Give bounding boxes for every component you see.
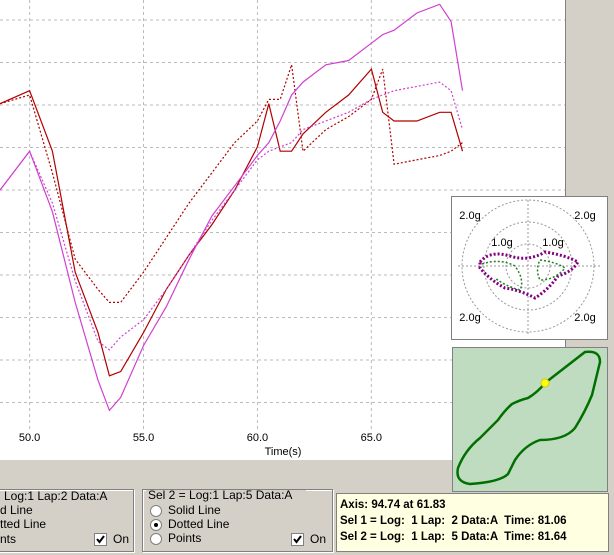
gg-label: 2.0g	[574, 312, 595, 324]
option-label[interactable]: Points	[168, 531, 201, 545]
option-label[interactable]: nts	[0, 532, 16, 546]
x-tick-label: 65.0	[361, 432, 382, 444]
option-label[interactable]: Dotted Line	[168, 517, 230, 531]
data-line	[0, 64, 463, 303]
x-tick-label: 55.0	[133, 432, 154, 444]
panel-title: Log:1 Lap:2 Data:A	[4, 489, 107, 503]
selection-panel: Sel 2 = Log:1 Lap:5 Data:A On Solid Line…	[142, 488, 334, 553]
info-box: Axis: 94.74 at 61.83 Sel 1 = Log: 1 Lap:…	[336, 493, 609, 552]
x-tick-label: 50.0	[19, 432, 40, 444]
info-line: Sel 2 = Log: 1 Lap: 5 Data:A Time: 81.64	[340, 531, 567, 543]
gg-label: 2.0g	[574, 210, 595, 222]
gg-label: 1.0g	[491, 237, 512, 249]
plot	[0, 0, 464, 432]
option-label[interactable]: d Line	[0, 503, 33, 517]
checkmark	[96, 535, 105, 544]
gg-plot: 2.0g 2.0g 1.0g 1.0g 2.0g 2.0g	[451, 196, 608, 340]
info-line: Sel 1 = Log: 1 Lap: 2 Data:A Time: 81.06	[340, 515, 567, 527]
data-line	[0, 67, 464, 377]
x-axis-label: Time(s)	[265, 446, 302, 458]
selection-panel: Log:1 Lap:2 Data:A d Line tted Line nts …	[0, 489, 135, 553]
radio-button[interactable]	[150, 505, 162, 517]
panel-title: Sel 2 = Log:1 Lap:5 Data:A	[148, 488, 292, 502]
radio-dot	[154, 523, 158, 527]
track-map	[452, 347, 608, 492]
checkbox-label[interactable]: On	[310, 532, 326, 546]
info-line: Axis: 94.74 at 61.83	[340, 499, 446, 511]
gg-label: 2.0g	[459, 312, 480, 324]
data-line	[0, 81, 464, 351]
option-label[interactable]: tted Line	[0, 517, 46, 531]
data-line	[0, 3, 464, 412]
option-label[interactable]: Solid Line	[168, 503, 221, 517]
checkbox-label[interactable]: On	[113, 532, 129, 546]
gg-label: 1.0g	[542, 237, 563, 249]
radio-button[interactable]	[150, 533, 162, 545]
x-tick-label: 60.0	[247, 432, 268, 444]
gg-label: 2.0g	[459, 210, 480, 222]
checkmark	[293, 535, 302, 544]
